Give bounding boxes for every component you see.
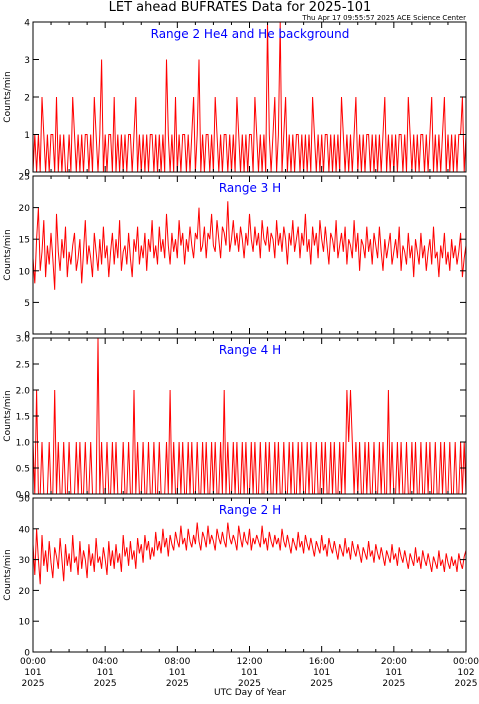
x-tick-label-doy: 101 (385, 668, 402, 678)
x-tick-label-year: 2025 (382, 679, 405, 689)
x-tick-label-year: 2025 (22, 679, 45, 689)
x-tick-label-doy: 101 (169, 668, 186, 678)
panel-3-y-axis-label: Counts/min (3, 390, 13, 441)
panel-1-y-axis-label: Counts/min (3, 71, 13, 122)
panel-2-y-tick-label: 20 (19, 204, 31, 214)
panel-2-y-tick-label: 10 (19, 267, 31, 277)
x-tick-label-time: 00:00 (20, 657, 46, 667)
panel-4-y-tick-label: 10 (19, 618, 31, 628)
panel-1-y-tick-label: 0 (24, 169, 30, 179)
panel-4-y-tick-label: 50 (19, 495, 31, 505)
x-tick-label-year: 2025 (94, 679, 117, 689)
panel-2-y-tick-label: 0 (24, 331, 30, 341)
panel-1-title: Range 2 He4 and He background (151, 27, 350, 41)
panel-3-y-tick-label: 1.5 (16, 413, 30, 423)
panel-2-y-tick-label: 25 (19, 173, 30, 183)
panel-4-y-axis-label: Counts/min (3, 549, 13, 600)
x-tick-label-year: 2025 (166, 679, 189, 689)
x-tick-label-doy: 102 (457, 668, 474, 678)
x-tick-label-time: 12:00 (237, 657, 263, 667)
x-tick-label-time: 00:00 (453, 657, 479, 667)
panel-1-y-tick-label: 3 (24, 56, 30, 66)
panel-1-y-tick-label: 2 (24, 94, 30, 104)
panel-3-y-tick-label: 2.0 (16, 387, 31, 397)
x-tick-label-doy: 101 (97, 668, 114, 678)
x-tick-label-doy: 101 (313, 668, 330, 678)
panel-4-title: Range 2 H (219, 503, 281, 517)
panel-3-title: Range 4 H (219, 343, 281, 357)
panel-2-title: Range 3 H (219, 181, 281, 195)
panel-2-series-line (32, 201, 467, 290)
chart-timestamp: Thu Apr 17 09:55:57 2025 ACE Science Cen… (301, 14, 466, 22)
panel-3-y-tick-label: 1.0 (16, 439, 31, 449)
x-tick-label-time: 04:00 (92, 657, 118, 667)
x-axis-label: UTC Day of Year (214, 688, 286, 698)
panel-3-y-tick-label: 2.5 (16, 361, 30, 371)
x-tick-label-doy: 101 (241, 668, 258, 678)
panel-4-y-tick-label: 40 (19, 525, 31, 535)
panel-4-series-line (32, 522, 467, 585)
chart-main-title: LET ahead BUFRATES Data for 2025-101 (109, 0, 372, 15)
panel-1-y-tick-label: 4 (24, 19, 30, 29)
panel-3-y-tick-label: 0.0 (16, 491, 31, 501)
panel-4-y-tick-label: 30 (19, 556, 31, 566)
panel-3-y-tick-label: 0.5 (16, 465, 30, 475)
x-tick-label-time: 08:00 (164, 657, 190, 667)
x-tick-label-doy: 101 (24, 668, 41, 678)
panel-4-y-tick-label: 20 (19, 587, 31, 597)
x-tick-label-time: 16:00 (309, 657, 335, 667)
panel-1-y-tick-label: 1 (24, 131, 30, 141)
x-tick-label-year: 2025 (238, 679, 261, 689)
x-tick-label-year: 2025 (455, 679, 478, 689)
panels-group: 0 1 2 3 4 Counts/min Range 2 He4 and He backgr… (3, 19, 479, 690)
x-tick-label-time: 20:00 (381, 657, 407, 667)
panel-2-y-tick-label: 5 (24, 299, 30, 309)
panel-2-y-axis-label: Counts/min (3, 229, 13, 280)
panel-2-y-tick-label: 15 (19, 236, 30, 246)
panel-4-y-tick-label: 0 (24, 649, 30, 659)
panel-3-y-tick-label: 3.0 (16, 335, 31, 345)
x-tick-label-year: 2025 (310, 679, 333, 689)
